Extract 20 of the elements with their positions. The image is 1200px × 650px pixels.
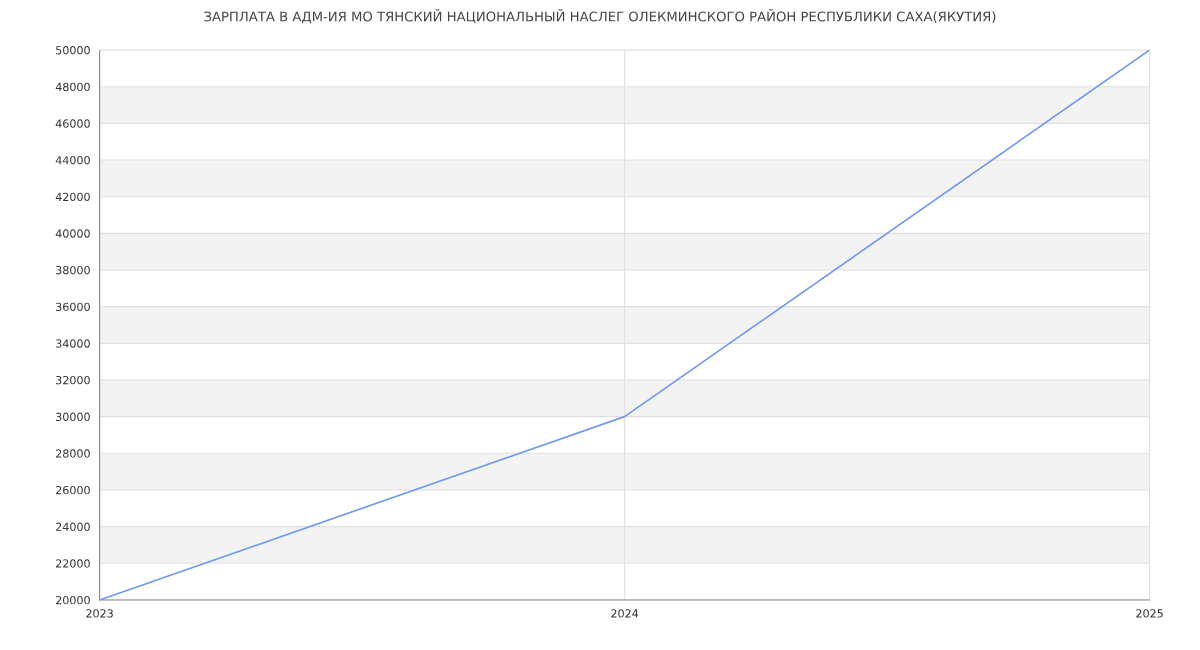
- y-tick-label: 46000: [55, 119, 90, 128]
- y-tick-label: 50000: [56, 46, 90, 55]
- y-tick-label: 30000: [56, 412, 90, 422]
- y-tick-label: 24000: [56, 522, 90, 532]
- y-tick-label: 32000: [56, 375, 90, 385]
- y-tick-label: 38000: [56, 265, 90, 275]
- y-tick-label: 42000: [55, 192, 90, 202]
- x-tick-label: 2025: [1136, 609, 1163, 618]
- y-tick-label: 28000: [56, 449, 90, 458]
- y-tick-label: 40000: [55, 229, 90, 238]
- x-tick-label: 2024: [611, 609, 639, 618]
- x-tick-label: 2023: [86, 609, 113, 618]
- y-tick-label: 26000: [56, 485, 90, 495]
- y-tick-label: 48000: [55, 82, 90, 92]
- y-tick-label: 36000: [56, 302, 90, 312]
- y-tick-label: 22000: [56, 559, 90, 568]
- chart-title: ЗАРПЛАТА В АДМ-ИЯ МО ТЯНСКИЙ НАЦИОНАЛЬНЫЙ НАСЛЕГ ОЛЕКМИНСКОГО РАЙОН РЕСПУБЛИКИ САХА(ЯКУТИЯ): [204, 9, 996, 24]
- y-tick-label: 20000: [56, 595, 90, 605]
- y-tick-label: 34000: [56, 339, 90, 348]
- y-tick-label: 44000: [55, 156, 90, 165]
